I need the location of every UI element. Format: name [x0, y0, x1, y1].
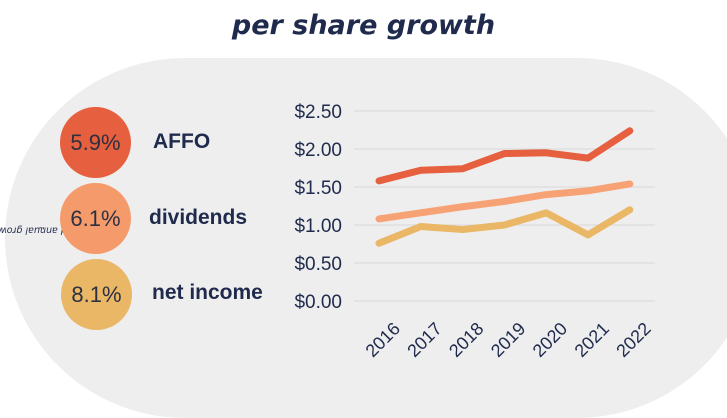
background-panel: [5, 58, 727, 418]
dividends-rate-circle: 6.1%: [60, 183, 131, 254]
affo-rate: 5.9%: [70, 129, 121, 155]
x-tick-label: 2018: [445, 319, 487, 361]
affo-rate-circle: 5.9%: [60, 107, 131, 178]
series-line-affo: [375, 127, 634, 185]
x-tick-label: 2020: [529, 319, 571, 361]
dividends-label: dividends: [149, 206, 248, 229]
y-tick-label: $1.50: [294, 178, 342, 199]
series-line-dividends: [375, 180, 634, 223]
y-tick-label: $2.50: [294, 102, 342, 123]
x-tick-label: 2017: [403, 319, 445, 361]
x-tick-label: 2021: [571, 319, 613, 361]
y-tick-label: $0.50: [294, 254, 342, 275]
net-income-label: net income: [152, 281, 263, 304]
affo-label: AFFO: [153, 130, 211, 153]
y-tick-label: $1.00: [294, 216, 342, 237]
x-tick-label: 2016: [362, 319, 404, 361]
y-tick-label: $0.00: [294, 292, 342, 313]
chart-title: per share growth: [231, 10, 496, 41]
dividends-rate: 6.1%: [70, 205, 121, 231]
net-income-rate-circle: 8.1%: [61, 259, 132, 330]
y-tick-label: $2.00: [294, 140, 342, 161]
x-tick-label: 2022: [612, 319, 654, 361]
series-line-net-income: [375, 206, 634, 247]
x-tick-label: 2019: [487, 319, 529, 361]
net-income-rate: 8.1%: [71, 281, 122, 307]
